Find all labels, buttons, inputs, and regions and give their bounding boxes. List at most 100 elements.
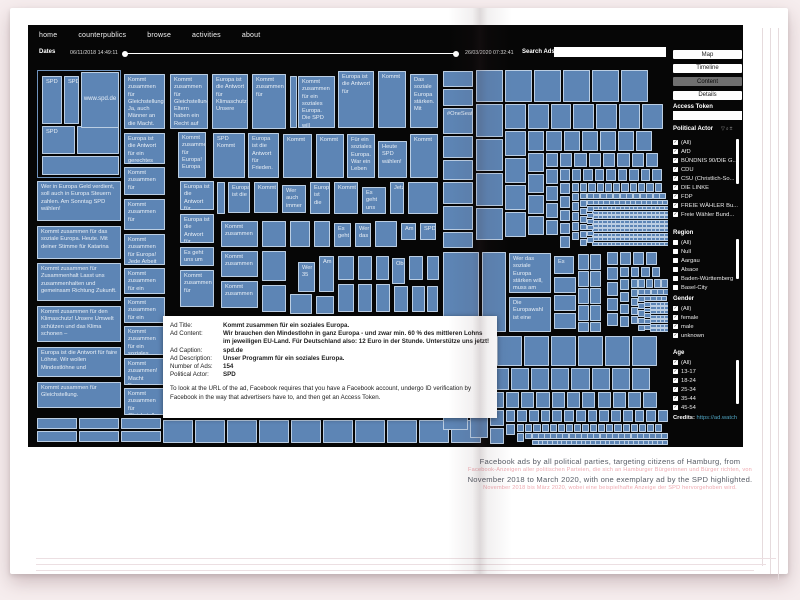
nav-item-browse[interactable]: browse [147, 31, 172, 39]
treemap-cell-small[interactable] [646, 182, 654, 192]
treemap-cell-small[interactable] [443, 160, 473, 180]
treemap-cell-small[interactable] [551, 368, 570, 390]
treemap-cell-small[interactable] [470, 415, 489, 438]
treemap-cell-small[interactable] [620, 267, 629, 278]
treemap-cell-small[interactable] [510, 368, 529, 390]
checkbox-checked[interactable]: ✓ [673, 314, 678, 320]
treemap-cell-small[interactable] [562, 433, 570, 440]
treemap-cell-small[interactable] [638, 295, 646, 303]
treemap-cell-small[interactable] [533, 423, 541, 433]
treemap-cell-small[interactable] [578, 336, 603, 366]
treemap-cell-small[interactable] [578, 322, 589, 332]
treemap-cell[interactable]: Für ein soziales Europa. War ein Leben [347, 134, 375, 178]
treemap-cell-small[interactable] [545, 219, 559, 235]
treemap-cell-small[interactable] [614, 423, 622, 433]
filter-option[interactable]: ✓ FDP [673, 192, 739, 201]
treemap-cell-small[interactable] [635, 131, 652, 151]
nav-item-about[interactable]: about [241, 31, 261, 39]
treemap-cell-small[interactable] [606, 423, 614, 433]
treemap-cell-small[interactable] [578, 254, 589, 270]
treemap-cell-small[interactable] [476, 173, 503, 206]
treemap-cell-small[interactable] [545, 131, 562, 151]
filter-option[interactable]: ✓ 35-44 [673, 394, 739, 403]
filter-option[interactable]: ✓ [673, 219, 739, 222]
treemap-cell-small[interactable] [571, 182, 579, 192]
checkbox-checked[interactable]: ✓ [673, 404, 678, 410]
treemap-cell-small[interactable] [574, 433, 582, 440]
treemap-cell[interactable]: Europa ist die Antwort für Klimaschutz. [180, 214, 214, 243]
treemap-cell-small[interactable] [550, 433, 558, 440]
treemap-cell-small[interactable] [617, 169, 628, 181]
treemap-cell-small[interactable] [376, 256, 389, 280]
treemap-cell-small[interactable] [590, 288, 601, 304]
treemap-cell[interactable]: Wer das soziale Europa stärken will, mus… [509, 253, 551, 293]
treemap-cell[interactable]: Europa ist die [310, 182, 330, 214]
treemap-cell-small[interactable] [603, 152, 616, 168]
treemap-cell-small[interactable] [316, 296, 334, 314]
treemap-cell-small[interactable] [517, 409, 528, 422]
treemap-cell-small[interactable] [586, 212, 594, 218]
treemap-cell[interactable]: SPD Kommt [213, 133, 245, 178]
treemap-cell-small[interactable] [77, 126, 119, 154]
treemap-cell[interactable]: Kommt zusammen [221, 281, 258, 308]
treemap-cell-small[interactable] [638, 310, 646, 317]
treemap-cell-small[interactable] [563, 70, 590, 103]
scrollbar-thumb[interactable] [736, 139, 739, 184]
treemap-cell-small[interactable] [79, 418, 119, 429]
treemap-cell-small[interactable] [554, 295, 576, 311]
treemap-cell-small[interactable] [505, 131, 526, 157]
treemap-cell-small[interactable] [476, 138, 503, 172]
treemap-cell-small[interactable] [644, 319, 652, 325]
checkbox-checked[interactable]: ✓ [673, 139, 678, 145]
treemap-cell-small[interactable] [376, 284, 390, 312]
treemap-cell-small[interactable] [560, 196, 570, 208]
treemap-cell-small[interactable] [638, 324, 646, 332]
treemap-cell-small[interactable] [529, 409, 539, 422]
treemap-cell[interactable]: Kommt zusammen für Gleichstellung. [124, 388, 165, 415]
treemap-cell-small[interactable] [545, 152, 559, 168]
filter-option[interactable]: ✓ CDU [673, 165, 739, 174]
treemap-cell-small[interactable] [427, 256, 439, 280]
checkbox-checked[interactable]: ✓ [673, 395, 678, 401]
treemap-cell-small[interactable] [262, 221, 286, 247]
treemap-cell[interactable]: Kommt [283, 134, 312, 178]
treemap-cell[interactable]: Europa ist die Antwort für Gleichstellun… [180, 181, 214, 210]
treemap-cell-small[interactable] [593, 192, 601, 200]
treemap-cell-small[interactable] [588, 152, 602, 168]
treemap-cell[interactable]: Kommt zusammen für ein soziales Europa! [124, 268, 165, 294]
treemap-cell-small[interactable] [579, 208, 587, 215]
checkbox-unchecked[interactable] [673, 267, 678, 272]
checkbox-checked[interactable]: ✓ [673, 184, 678, 190]
filter-option[interactable]: ✓ male [673, 322, 739, 331]
access-token-input[interactable] [673, 111, 742, 120]
treemap-cell-small[interactable] [560, 209, 570, 221]
treemap-cell-small[interactable] [560, 222, 570, 235]
treemap-cell-small[interactable] [545, 186, 559, 201]
treemap-cell-small[interactable] [563, 131, 580, 151]
treemap-cell[interactable]: Kommt zusammen für ein soziales Europa. … [298, 76, 335, 128]
treemap-cell-small[interactable] [620, 279, 629, 290]
treemap-cell-small[interactable] [649, 328, 657, 333]
map-view-button[interactable]: Map [673, 50, 742, 59]
treemap-cell-small[interactable] [262, 285, 286, 312]
treemap-cell-small[interactable] [290, 221, 310, 247]
treemap-cell-small[interactable] [586, 231, 594, 237]
slider-track[interactable] [124, 53, 457, 55]
treemap-cell[interactable]: Kommt [410, 134, 438, 178]
treemap-cell[interactable]: Wer das [355, 223, 371, 247]
treemap-cell[interactable]: Am [319, 256, 334, 292]
checkbox-unchecked[interactable] [673, 276, 678, 281]
treemap-cell-small[interactable] [217, 182, 225, 214]
nav-item-counterpublics[interactable]: counterpublics [78, 31, 127, 39]
treemap-cell-small[interactable] [579, 239, 587, 246]
treemap-cell[interactable]: Es [554, 256, 574, 274]
treemap-cell-small[interactable] [571, 169, 582, 181]
treemap-cell-small[interactable] [638, 288, 646, 295]
checkbox-checked[interactable]: ✓ [673, 368, 678, 374]
treemap-cell-small[interactable] [571, 212, 579, 221]
treemap-cell-small[interactable] [578, 288, 589, 304]
treemap-cell[interactable]: Kommt zusammen für das soziale Europa. H… [37, 226, 121, 259]
treemap-cell-small[interactable] [358, 256, 372, 280]
treemap-cell-small[interactable] [631, 152, 645, 168]
treemap-cell-small[interactable] [525, 423, 533, 433]
